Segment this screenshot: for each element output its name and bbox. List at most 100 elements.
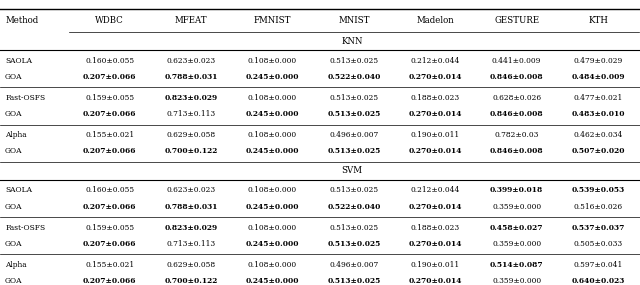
Text: 0.479±0.029: 0.479±0.029 (573, 57, 623, 65)
Text: GOA: GOA (5, 203, 22, 211)
Text: 0.399±0.018: 0.399±0.018 (490, 186, 543, 194)
Text: 0.212±0.044: 0.212±0.044 (411, 186, 460, 194)
Text: 0.245±0.000: 0.245±0.000 (246, 147, 300, 155)
Text: 0.270±0.014: 0.270±0.014 (408, 73, 462, 81)
Text: MFEAT: MFEAT (175, 16, 207, 25)
Text: 0.496±0.007: 0.496±0.007 (330, 131, 378, 139)
Text: KTH: KTH (588, 16, 608, 25)
Text: 0.513±0.025: 0.513±0.025 (327, 240, 381, 248)
Text: 0.108±0.000: 0.108±0.000 (248, 94, 297, 102)
Text: 0.483±0.010: 0.483±0.010 (572, 110, 625, 118)
Text: SVM: SVM (342, 166, 362, 175)
Text: SAOLA: SAOLA (5, 57, 32, 65)
Text: 0.207±0.066: 0.207±0.066 (83, 203, 136, 211)
Text: 0.245±0.000: 0.245±0.000 (246, 277, 300, 285)
Text: 0.270±0.014: 0.270±0.014 (408, 277, 462, 285)
Text: 0.159±0.055: 0.159±0.055 (85, 223, 134, 231)
Text: 0.108±0.000: 0.108±0.000 (248, 260, 297, 268)
Text: GOA: GOA (5, 110, 22, 118)
Text: 0.207±0.066: 0.207±0.066 (83, 240, 136, 248)
Text: 0.477±0.021: 0.477±0.021 (573, 94, 623, 102)
Text: 0.207±0.066: 0.207±0.066 (83, 277, 136, 285)
Text: 0.159±0.055: 0.159±0.055 (85, 94, 134, 102)
Text: 0.245±0.000: 0.245±0.000 (246, 240, 300, 248)
Text: 0.270±0.014: 0.270±0.014 (408, 240, 462, 248)
Text: 0.514±0.087: 0.514±0.087 (490, 260, 543, 268)
Text: 0.108±0.000: 0.108±0.000 (248, 57, 297, 65)
Text: 0.846±0.008: 0.846±0.008 (490, 73, 543, 81)
Text: 0.245±0.000: 0.245±0.000 (246, 203, 300, 211)
Text: 0.462±0.034: 0.462±0.034 (573, 131, 623, 139)
Text: 0.359±0.000: 0.359±0.000 (492, 277, 541, 285)
Text: 0.700±0.122: 0.700±0.122 (164, 277, 218, 285)
Text: MNIST: MNIST (338, 16, 370, 25)
Text: 0.823±0.029: 0.823±0.029 (164, 223, 218, 231)
Text: 0.628±0.026: 0.628±0.026 (492, 94, 541, 102)
Text: 0.539±0.053: 0.539±0.053 (572, 186, 625, 194)
Text: 0.270±0.014: 0.270±0.014 (408, 110, 462, 118)
Text: 0.513±0.025: 0.513±0.025 (330, 57, 378, 65)
Text: 0.623±0.023: 0.623±0.023 (166, 57, 216, 65)
Text: 0.359±0.000: 0.359±0.000 (492, 240, 541, 248)
Text: 0.270±0.014: 0.270±0.014 (408, 147, 462, 155)
Text: 0.522±0.040: 0.522±0.040 (327, 73, 381, 81)
Text: 0.270±0.014: 0.270±0.014 (408, 203, 462, 211)
Text: 0.846±0.008: 0.846±0.008 (490, 110, 543, 118)
Text: 0.713±0.113: 0.713±0.113 (166, 110, 216, 118)
Text: 0.207±0.066: 0.207±0.066 (83, 73, 136, 81)
Text: KNN: KNN (341, 37, 363, 46)
Text: 0.597±0.041: 0.597±0.041 (573, 260, 623, 268)
Text: GOA: GOA (5, 277, 22, 285)
Text: 0.484±0.009: 0.484±0.009 (572, 73, 625, 81)
Text: 0.458±0.027: 0.458±0.027 (490, 223, 543, 231)
Text: 0.507±0.020: 0.507±0.020 (572, 147, 625, 155)
Text: GESTURE: GESTURE (494, 16, 540, 25)
Text: 0.496±0.007: 0.496±0.007 (330, 260, 378, 268)
Text: 0.788±0.031: 0.788±0.031 (164, 73, 218, 81)
Text: 0.245±0.000: 0.245±0.000 (246, 110, 300, 118)
Text: 0.623±0.023: 0.623±0.023 (166, 186, 216, 194)
Text: 0.108±0.000: 0.108±0.000 (248, 131, 297, 139)
Text: 0.513±0.025: 0.513±0.025 (330, 223, 378, 231)
Text: WDBC: WDBC (95, 16, 124, 25)
Text: Fast-OSFS: Fast-OSFS (5, 223, 45, 231)
Text: 0.537±0.037: 0.537±0.037 (572, 223, 625, 231)
Text: 0.782±0.03: 0.782±0.03 (495, 131, 539, 139)
Text: 0.155±0.021: 0.155±0.021 (85, 131, 134, 139)
Text: 0.245±0.000: 0.245±0.000 (246, 73, 300, 81)
Text: 0.513±0.025: 0.513±0.025 (327, 147, 381, 155)
Text: Method: Method (5, 16, 38, 25)
Text: 0.108±0.000: 0.108±0.000 (248, 186, 297, 194)
Text: GOA: GOA (5, 240, 22, 248)
Text: 0.629±0.058: 0.629±0.058 (166, 260, 216, 268)
Text: 0.513±0.025: 0.513±0.025 (327, 277, 381, 285)
Text: 0.629±0.058: 0.629±0.058 (166, 131, 216, 139)
Text: 0.513±0.025: 0.513±0.025 (330, 94, 378, 102)
Text: 0.823±0.029: 0.823±0.029 (164, 94, 218, 102)
Text: SAOLA: SAOLA (5, 186, 32, 194)
Text: 0.516±0.026: 0.516±0.026 (573, 203, 623, 211)
Text: 0.522±0.040: 0.522±0.040 (327, 203, 381, 211)
Text: 0.212±0.044: 0.212±0.044 (411, 57, 460, 65)
Text: GOA: GOA (5, 147, 22, 155)
Text: 0.640±0.023: 0.640±0.023 (572, 277, 625, 285)
Text: 0.359±0.000: 0.359±0.000 (492, 203, 541, 211)
Text: 0.160±0.055: 0.160±0.055 (85, 57, 134, 65)
Text: 0.188±0.023: 0.188±0.023 (411, 94, 460, 102)
Text: 0.155±0.021: 0.155±0.021 (85, 260, 134, 268)
Text: 0.513±0.025: 0.513±0.025 (330, 186, 378, 194)
Text: FMNIST: FMNIST (254, 16, 291, 25)
Text: 0.108±0.000: 0.108±0.000 (248, 223, 297, 231)
Text: 0.713±0.113: 0.713±0.113 (166, 240, 216, 248)
Text: 0.700±0.122: 0.700±0.122 (164, 147, 218, 155)
Text: GOA: GOA (5, 73, 22, 81)
Text: 0.513±0.025: 0.513±0.025 (327, 110, 381, 118)
Text: 0.846±0.008: 0.846±0.008 (490, 147, 543, 155)
Text: 0.788±0.031: 0.788±0.031 (164, 203, 218, 211)
Text: 0.441±0.009: 0.441±0.009 (492, 57, 541, 65)
Text: 0.207±0.066: 0.207±0.066 (83, 147, 136, 155)
Text: Alpha: Alpha (5, 260, 27, 268)
Text: 0.190±0.011: 0.190±0.011 (411, 260, 460, 268)
Text: Fast-OSFS: Fast-OSFS (5, 94, 45, 102)
Text: 0.188±0.023: 0.188±0.023 (411, 223, 460, 231)
